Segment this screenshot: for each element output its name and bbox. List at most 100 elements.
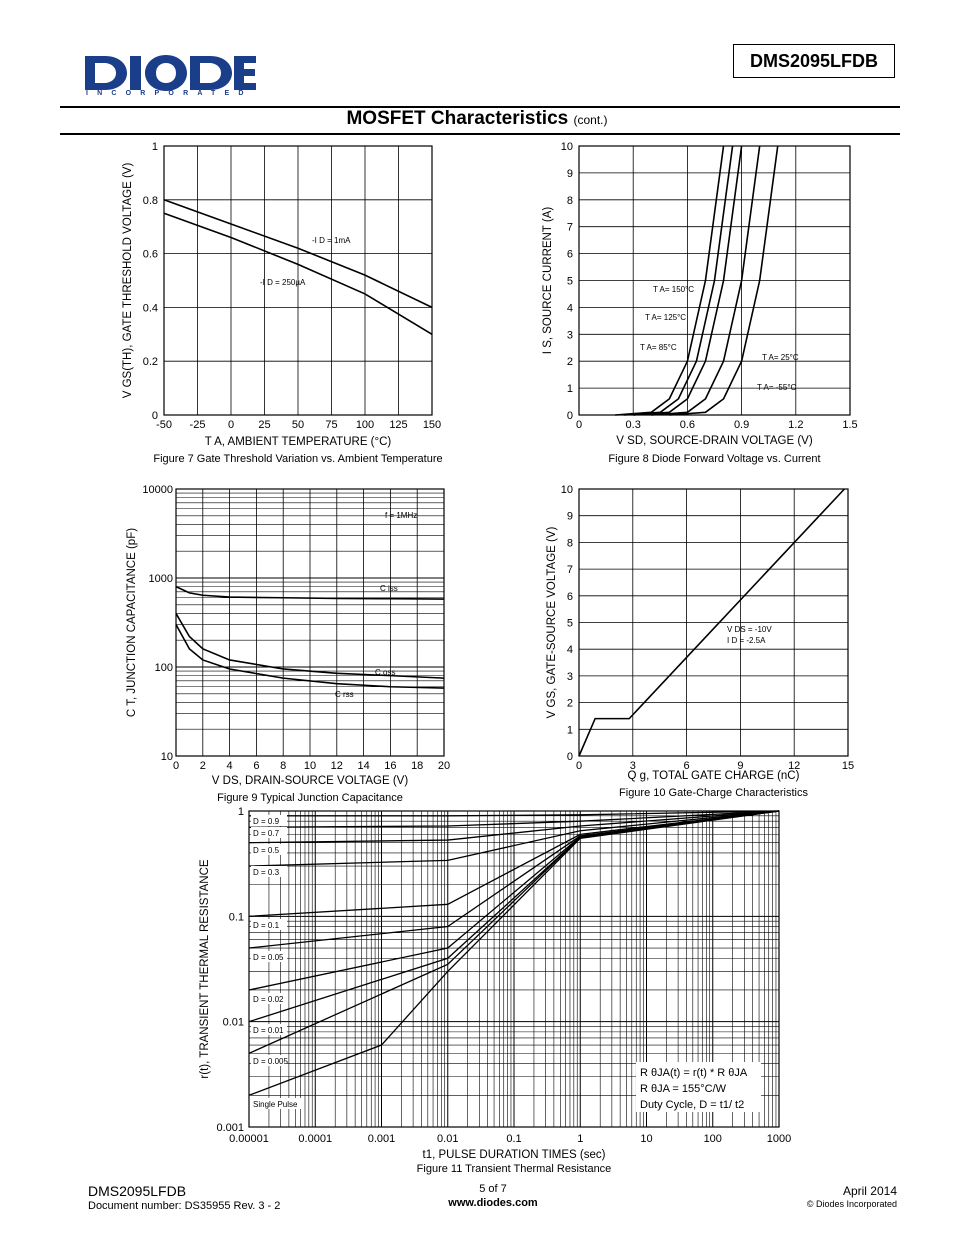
fig9-xtick: 8 [280,760,286,772]
fig8-ytick: 4 [567,302,573,314]
fig7-ytick: 0.6 [143,249,158,261]
fig9-label-coss: C oss [375,668,395,677]
fig9-label-crss: C rss [335,690,354,699]
fig9-xlabel: V DS, DRAIN-SOURCE VOLTAGE (V) [212,775,409,787]
fig11-label-duty: D = 0.01 [253,1026,284,1035]
fig11-label-duty: D = 0.02 [253,995,284,1004]
fig7-ytick: 0.2 [143,356,158,368]
fig11-label-duty: D = 0.05 [253,953,284,962]
fig11-label-duty: D = 0.3 [253,868,280,877]
fig7-xtick: 75 [325,419,337,431]
fig11-series-line [248,810,780,828]
fig11-ytick: 0.1 [229,911,244,923]
fig9-xtick: 16 [384,760,396,772]
fig10-ytick: 9 [567,511,573,523]
fig9-series-line [175,585,445,600]
fig10-series-line [578,488,845,757]
fig8-xtick: 1.5 [842,419,857,431]
fig7-series-line [163,212,433,335]
fig9-ytick: 10000 [142,484,173,496]
fig10-ytick: 7 [567,564,573,576]
fig9-xtick: 12 [331,760,343,772]
fig10-xlabel: Q g, TOTAL GATE CHARGE (nC) [628,770,800,782]
fig11-label-duty: D = 0.5 [253,846,280,855]
diodes-logo [85,55,256,91]
fig7-xtick: -50 [156,419,172,431]
fig7-xlabel: T A, AMBIENT TEMPERATURE (°C) [205,436,392,448]
fig10-xtick: 0 [576,760,582,772]
footer-date: April 2014 [842,1184,897,1198]
fig8-xlabel: V SD, SOURCE-DRAIN VOLTAGE (V) [616,435,813,447]
fig10-xtick: 6 [684,760,690,772]
fig10-ytick: 5 [567,618,573,630]
fig8-ytick: 3 [567,329,573,341]
fig11-label-duty: D = 0.005 [253,1057,288,1066]
fig10-ytick: 3 [567,671,573,683]
fig7-ytick: 0.4 [143,302,158,314]
fig8-xtick: 0.9 [734,419,749,431]
fig9-xtick: 10 [304,760,316,772]
fig8-xtick: 0 [576,419,582,431]
fig9-label-freq: f = 1MHz [385,511,417,520]
section-title-text: MOSFET Characteristics [346,108,569,129]
fig8-label-ta: T A= 125°C [645,313,686,322]
fig11-label-duty: D = 0.7 [253,829,280,838]
fig11-label-duty: Single Pulse [253,1100,298,1109]
footer-url[interactable]: www.diodes.com [448,1197,538,1209]
fig8-series-line [633,145,743,416]
fig11-xtick: 0.1 [506,1133,521,1145]
fig7-frame [163,145,433,416]
fig10-ylabel: V GS, GATE-SOURCE VOLTAGE (V) [546,526,558,718]
fig8-ytick: 6 [567,249,573,261]
fig10-xtick: 12 [788,760,800,772]
fig11-note-3: Duty Cycle, D = t1/ t2 [640,1099,744,1111]
fig7-ytick: 0.8 [143,195,158,207]
fig7-ylabel: V GS(TH), GATE THRESHOLD VOLTAGE (V) [122,163,134,399]
fig10-ytick: 2 [567,698,573,710]
fig11-series-line [249,810,780,817]
fig9-xtick: 18 [411,760,423,772]
fig11-xtick: 100 [704,1133,722,1145]
fig8-ytick: 7 [567,222,573,234]
fig10-ytick: 6 [567,591,573,603]
fig11-series-line [248,810,780,1096]
fig9-frame [175,488,445,757]
fig10-caption: Figure 10 Gate-Charge Characteristics [619,787,808,799]
fig11-label-bg [251,1024,287,1035]
fig9-ytick: 100 [155,662,173,674]
fig9-label-ciss: C iss [380,584,398,593]
fig7-xtick: 100 [356,419,374,431]
fig11-note-2: R θJA = 155°C/W [640,1083,727,1095]
fig11-xtick: 0.00001 [229,1133,269,1145]
fig11-label-bg [251,951,287,962]
fig11-ytick: 1 [238,806,244,818]
fig7-label-250ua: -I D = 250µA [260,278,306,287]
fig7-caption: Figure 7 Gate Threshold Variation vs. Am… [153,453,442,465]
fig11-caption: Figure 11 Transient Thermal Resistance [417,1163,612,1175]
fig8-label-ta: T A= 25°C [762,353,799,362]
fig11-xtick: 1 [577,1133,583,1145]
fig7-xtick: 150 [423,419,441,431]
fig8-xtick: 0.3 [626,419,641,431]
fig10-ytick: 8 [567,537,573,549]
footer-docnum: Document number: DS35955 Rev. 3 - 2 [88,1200,281,1212]
fig7-xtick: 25 [258,419,270,431]
fig7-xtick: -25 [190,419,206,431]
fig11-label-bg [251,993,287,1004]
fig7-xtick: 0 [228,419,234,431]
fig11-frame [248,810,780,1128]
fig8-ytick: 5 [567,276,573,288]
fig10-label-id: I D = -2.5A [727,636,766,645]
fig8-ytick: 8 [567,195,573,207]
fig9-caption: Figure 9 Typical Junction Capacitance [217,792,403,804]
fig11-ytick: 0.001 [216,1122,244,1134]
fig10-label-vds: V DS = -10V [727,625,772,634]
fig11-label-bg [251,815,287,826]
fig9-series-line [175,624,445,689]
fig8-xtick: 1.2 [788,419,803,431]
fig10-ytick: 10 [561,484,573,496]
fig9-xtick: 0 [173,760,179,772]
section-title-suffix: (cont.) [573,113,608,127]
footer-page: 5 of 7 [479,1183,507,1195]
fig7-xtick: 50 [292,419,304,431]
